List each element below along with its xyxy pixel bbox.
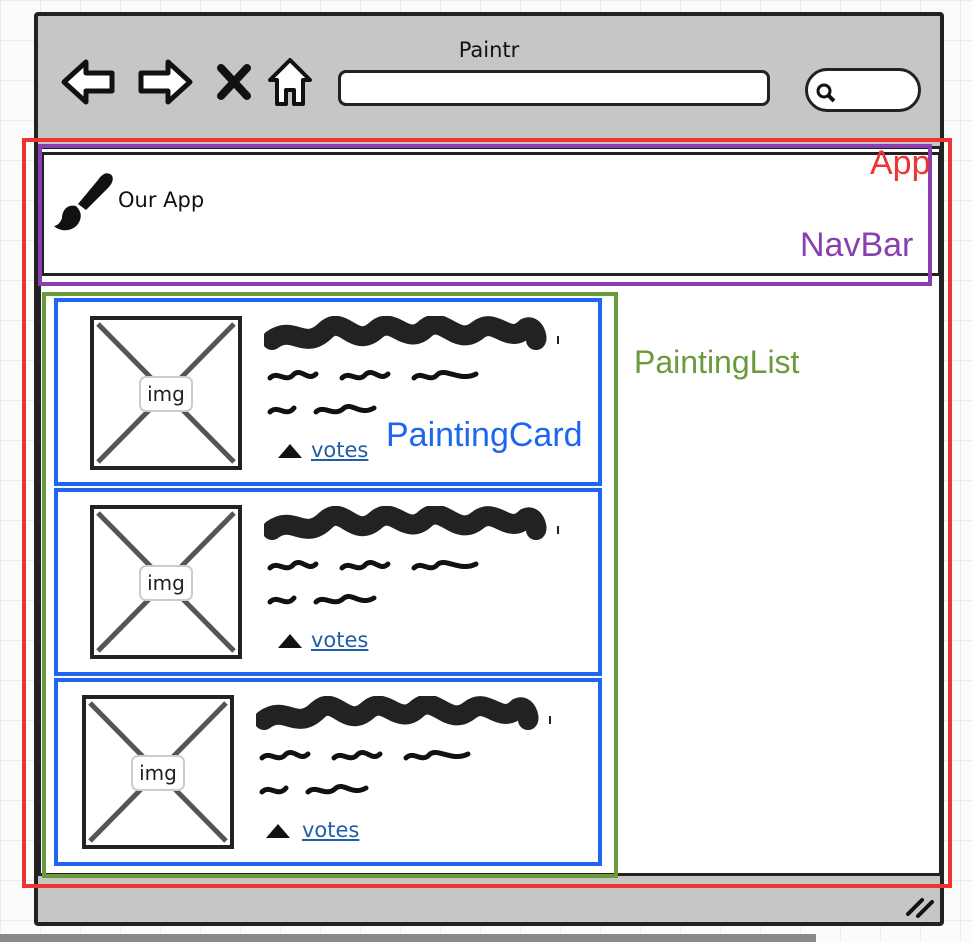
votes-link[interactable]: votes — [302, 818, 360, 842]
paintbrush-icon — [54, 173, 113, 231]
painting-card-label: PaintingCard — [386, 416, 583, 454]
upvote-arrow-icon[interactable] — [276, 632, 304, 650]
resize-grip-icon[interactable] — [904, 894, 934, 918]
search-icon — [816, 83, 836, 103]
app-label: App — [870, 144, 931, 182]
img-label: img — [139, 565, 193, 601]
title-scribble — [264, 506, 559, 605]
navbar-label: NavBar — [800, 226, 914, 264]
bottom-shadow — [0, 934, 816, 942]
img-label: img — [139, 376, 193, 412]
forward-arrow-icon[interactable] — [136, 56, 194, 108]
search-box[interactable] — [805, 68, 921, 112]
app-navbar — [41, 152, 941, 276]
painting-card-frame — [54, 298, 602, 486]
votes-link[interactable]: votes — [311, 628, 369, 652]
window-title: Paintr — [458, 38, 520, 62]
upvote-arrow-icon[interactable] — [264, 822, 292, 840]
votes-link[interactable]: votes — [311, 438, 369, 462]
painting-list-component-frame — [42, 292, 618, 878]
navbar-component-frame — [38, 144, 932, 286]
painting-image-placeholder: img — [82, 695, 234, 849]
painting-list-label: PaintingList — [634, 344, 800, 380]
url-bar[interactable] — [338, 70, 770, 106]
app-name[interactable]: Our App — [118, 188, 205, 212]
upvote-arrow-icon[interactable] — [276, 442, 304, 460]
painting-card-frame — [54, 488, 602, 676]
back-arrow-icon[interactable] — [60, 56, 118, 108]
home-icon[interactable] — [266, 56, 314, 108]
painting-image-placeholder: img — [90, 505, 242, 659]
status-bar — [38, 886, 942, 922]
title-scribble — [264, 316, 559, 415]
painting-image-placeholder: img — [90, 316, 242, 470]
img-label: img — [131, 755, 185, 791]
stop-x-icon[interactable] — [214, 62, 254, 102]
title-scribble — [256, 696, 551, 795]
painting-card-frame — [54, 678, 602, 866]
app-component-frame — [22, 138, 952, 888]
